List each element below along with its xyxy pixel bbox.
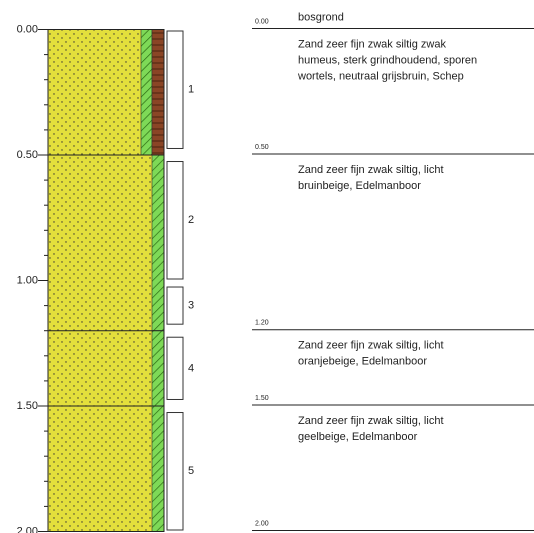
depth-label: 2.00 xyxy=(255,520,269,527)
depth-tick-label: 1.00 xyxy=(17,274,38,286)
sand-column xyxy=(48,30,141,156)
sand-column xyxy=(48,406,152,532)
depth-label: 0.00 xyxy=(255,18,269,25)
depth-tick-label: 0.50 xyxy=(17,149,38,161)
layer-description: Zand zeer fijn zwak siltig, licht xyxy=(298,164,444,176)
sand-column xyxy=(48,155,152,331)
sample-label: 2 xyxy=(188,214,194,226)
humus-strip xyxy=(152,30,164,156)
silt-strip xyxy=(152,406,164,532)
layer-description: Zand zeer fijn zwak siltig, licht xyxy=(298,340,444,352)
depth-label: 0.50 xyxy=(255,144,269,151)
layer-description: geelbeige, Edelmanboor xyxy=(298,431,418,443)
boring-log: 0.00 bosgrond Zand zeer fijn zwak siltig z… xyxy=(0,0,534,533)
silt-strip xyxy=(152,331,164,406)
silt-strip xyxy=(152,155,164,331)
silt-strip xyxy=(141,30,152,156)
depth-label: 1.20 xyxy=(255,320,269,327)
layer-description: wortels, neutraal grijsbruin, Schep xyxy=(297,70,464,82)
sample-box xyxy=(167,287,183,324)
layer-description: Zand zeer fijn zwak siltig zwak xyxy=(298,38,446,50)
depth-tick-label: 0.00 xyxy=(17,23,38,35)
sample-box xyxy=(167,337,183,399)
layer-description: oranjebeige, Edelmanboor xyxy=(298,356,427,368)
layer-description: Zand zeer fijn zwak siltig, licht xyxy=(298,415,444,427)
layer-title: bosgrond xyxy=(298,11,344,23)
layer-description: bruinbeige, Edelmanboor xyxy=(298,180,421,192)
depth-tick-label: 2.00 xyxy=(17,525,38,533)
sample-box xyxy=(167,162,183,279)
depth-label: 1.50 xyxy=(255,395,269,402)
layer-description: humeus, sterk grindhoudend, sporen xyxy=(298,54,477,66)
depth-tick-label: 1.50 xyxy=(17,400,38,412)
sample-label: 5 xyxy=(188,465,194,477)
sample-label: 1 xyxy=(188,84,194,96)
sample-label: 3 xyxy=(188,300,194,312)
sand-column xyxy=(48,331,152,406)
sample-box xyxy=(167,413,183,530)
sample-box xyxy=(167,31,183,148)
sample-label: 4 xyxy=(188,362,194,374)
